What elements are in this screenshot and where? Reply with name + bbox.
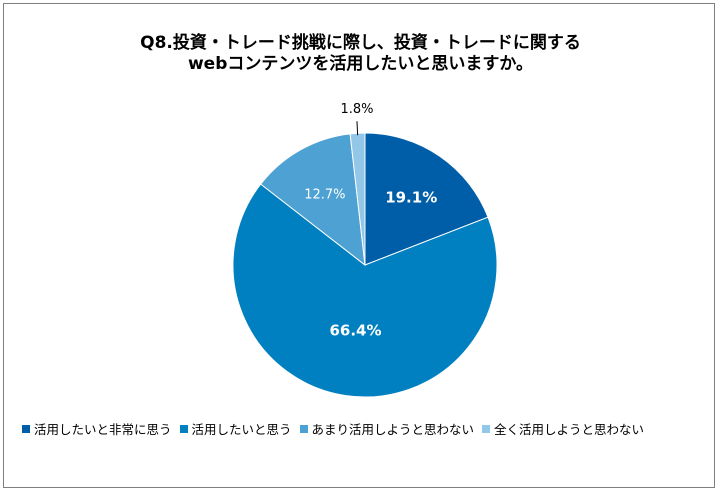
- chart-title: Q8.投資・トレード挑戦に際し、投資・トレードに関する webコンテンツを活用し…: [0, 33, 721, 75]
- slice-not-really: [259, 133, 366, 267]
- legend: 活用したいと非常に思う 活用したいと思う あまり活用しようと思わない 全く活用し…: [22, 419, 712, 438]
- legend-label: 活用したいと非常に思う: [34, 422, 172, 437]
- legend-label: あまり活用しようと思わない: [311, 422, 475, 437]
- legend-swatch: [482, 424, 491, 433]
- legend-swatch: [179, 424, 188, 433]
- legend-item-very-much: 活用したいと非常に思う: [22, 419, 172, 438]
- data-label-very-much: 19.1%: [385, 188, 437, 206]
- chart-title-line-1: Q8.投資・トレード挑戦に際し、投資・トレードに関する: [140, 33, 581, 53]
- slice-yes: [232, 183, 498, 398]
- legend-item-yes: 活用したいと思う: [179, 419, 292, 438]
- data-label-yes: 66.4%: [329, 321, 381, 339]
- data-label-not-at-all: 1.8%: [340, 102, 373, 117]
- slice-very-much: [364, 132, 489, 266]
- legend-swatch: [299, 424, 308, 433]
- chart-title-line-2: webコンテンツを活用したいと思いますか。: [187, 54, 534, 74]
- legend-item-not-at-all: 全く活用しようと思わない: [482, 419, 644, 438]
- legend-label: 全く活用しようと思わない: [494, 422, 645, 437]
- legend-label: 活用したいと思う: [191, 422, 292, 437]
- data-label-not-really: 12.7%: [304, 188, 345, 203]
- legend-swatch: [22, 424, 30, 433]
- leader-line: [356, 121, 359, 136]
- legend-item-not-really: あまり活用しようと思わない: [299, 419, 475, 438]
